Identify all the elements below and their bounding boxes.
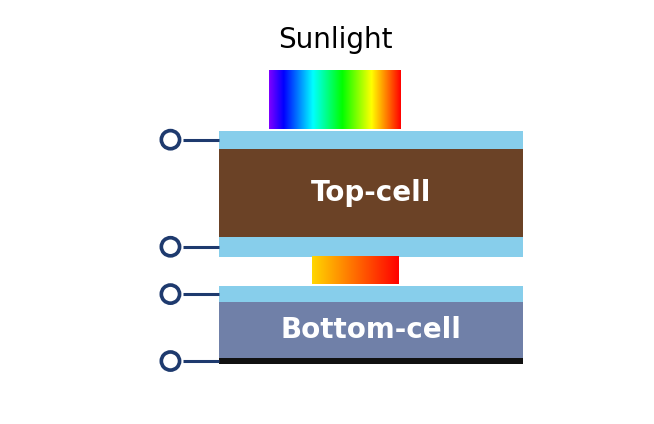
Bar bbox=[218, 302, 523, 358]
Bar bbox=[218, 358, 523, 364]
Bar bbox=[218, 286, 523, 302]
Bar bbox=[218, 237, 523, 257]
Text: Top-cell: Top-cell bbox=[311, 179, 431, 207]
Ellipse shape bbox=[162, 285, 180, 303]
Ellipse shape bbox=[162, 238, 180, 256]
Bar bbox=[218, 131, 523, 149]
Ellipse shape bbox=[162, 352, 180, 370]
Text: Sunlight: Sunlight bbox=[278, 26, 392, 54]
Ellipse shape bbox=[162, 131, 180, 149]
Bar bbox=[218, 149, 523, 237]
Text: Bottom-cell: Bottom-cell bbox=[280, 316, 461, 344]
